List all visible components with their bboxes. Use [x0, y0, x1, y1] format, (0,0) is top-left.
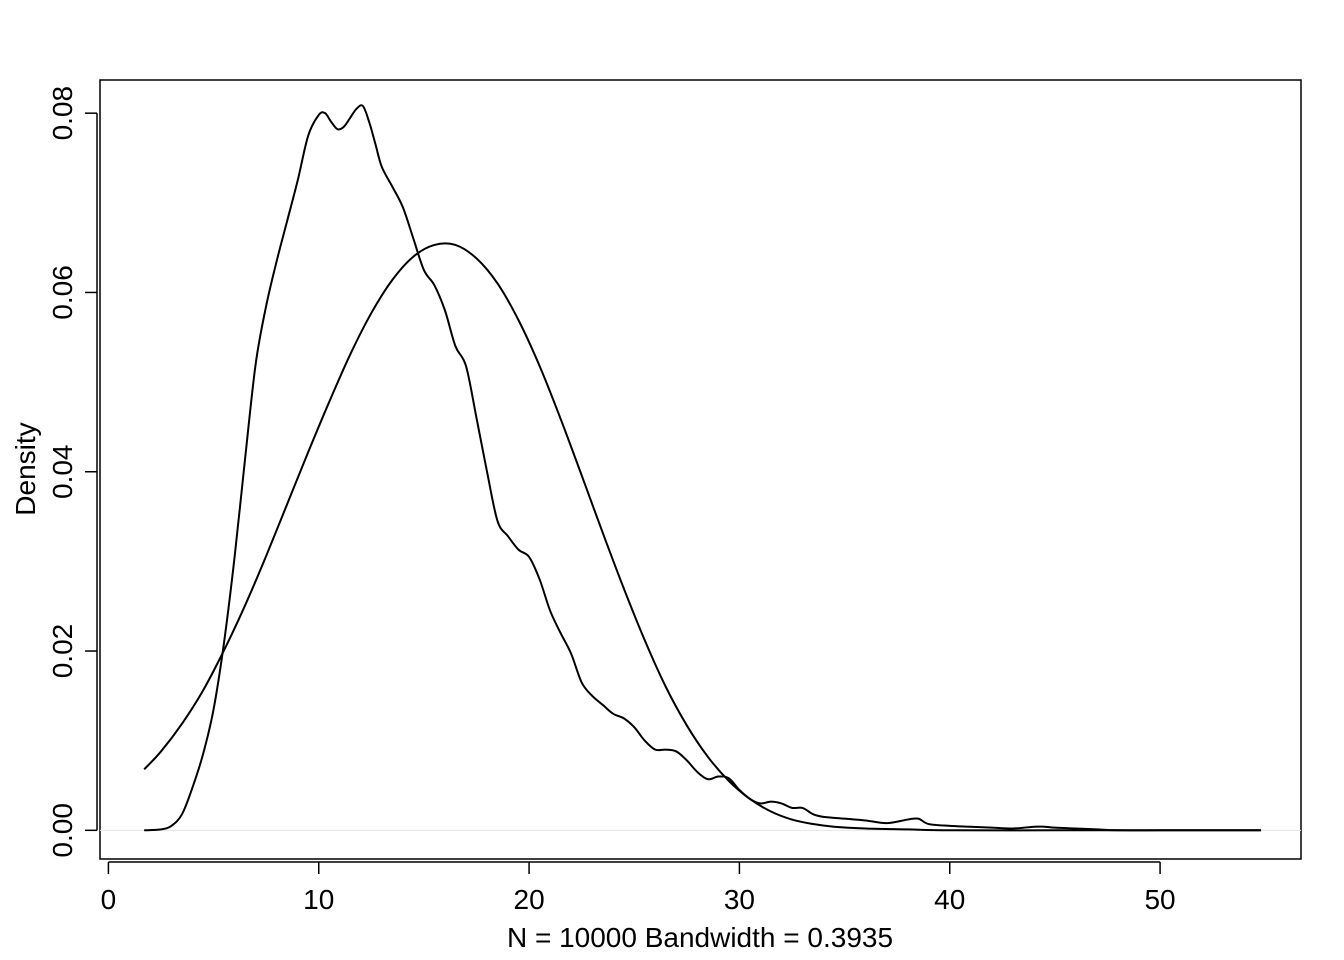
y-tick-label: 0.06 — [47, 265, 78, 320]
x-axis-label: N = 10000 Bandwidth = 0.3935 — [507, 922, 893, 953]
y-tick-label: 0.02 — [47, 624, 78, 679]
reference-curve — [143, 242, 1262, 832]
x-tick-label: 10 — [303, 884, 334, 915]
y-tick-label: 0.04 — [47, 444, 78, 499]
x-tick-label: 50 — [1144, 884, 1175, 915]
y-tick-label: 0.08 — [47, 86, 78, 140]
density-curve — [144, 104, 1262, 832]
x-tick-label: 0 — [101, 884, 117, 915]
y-tick-label: 0.00 — [47, 803, 78, 858]
x-tick-label: 20 — [514, 884, 545, 915]
series-group — [143, 104, 1262, 832]
x-axis-ticks: 0 10 20 30 40 50 — [101, 862, 1176, 915]
plot-frame — [99, 79, 1302, 860]
x-tick-label: 30 — [724, 884, 755, 915]
y-axis-ticks: 0.00 0.02 0.04 0.06 0.08 — [47, 86, 97, 858]
x-tick-label: 40 — [934, 884, 965, 915]
y-axis-label: Density — [10, 422, 41, 515]
